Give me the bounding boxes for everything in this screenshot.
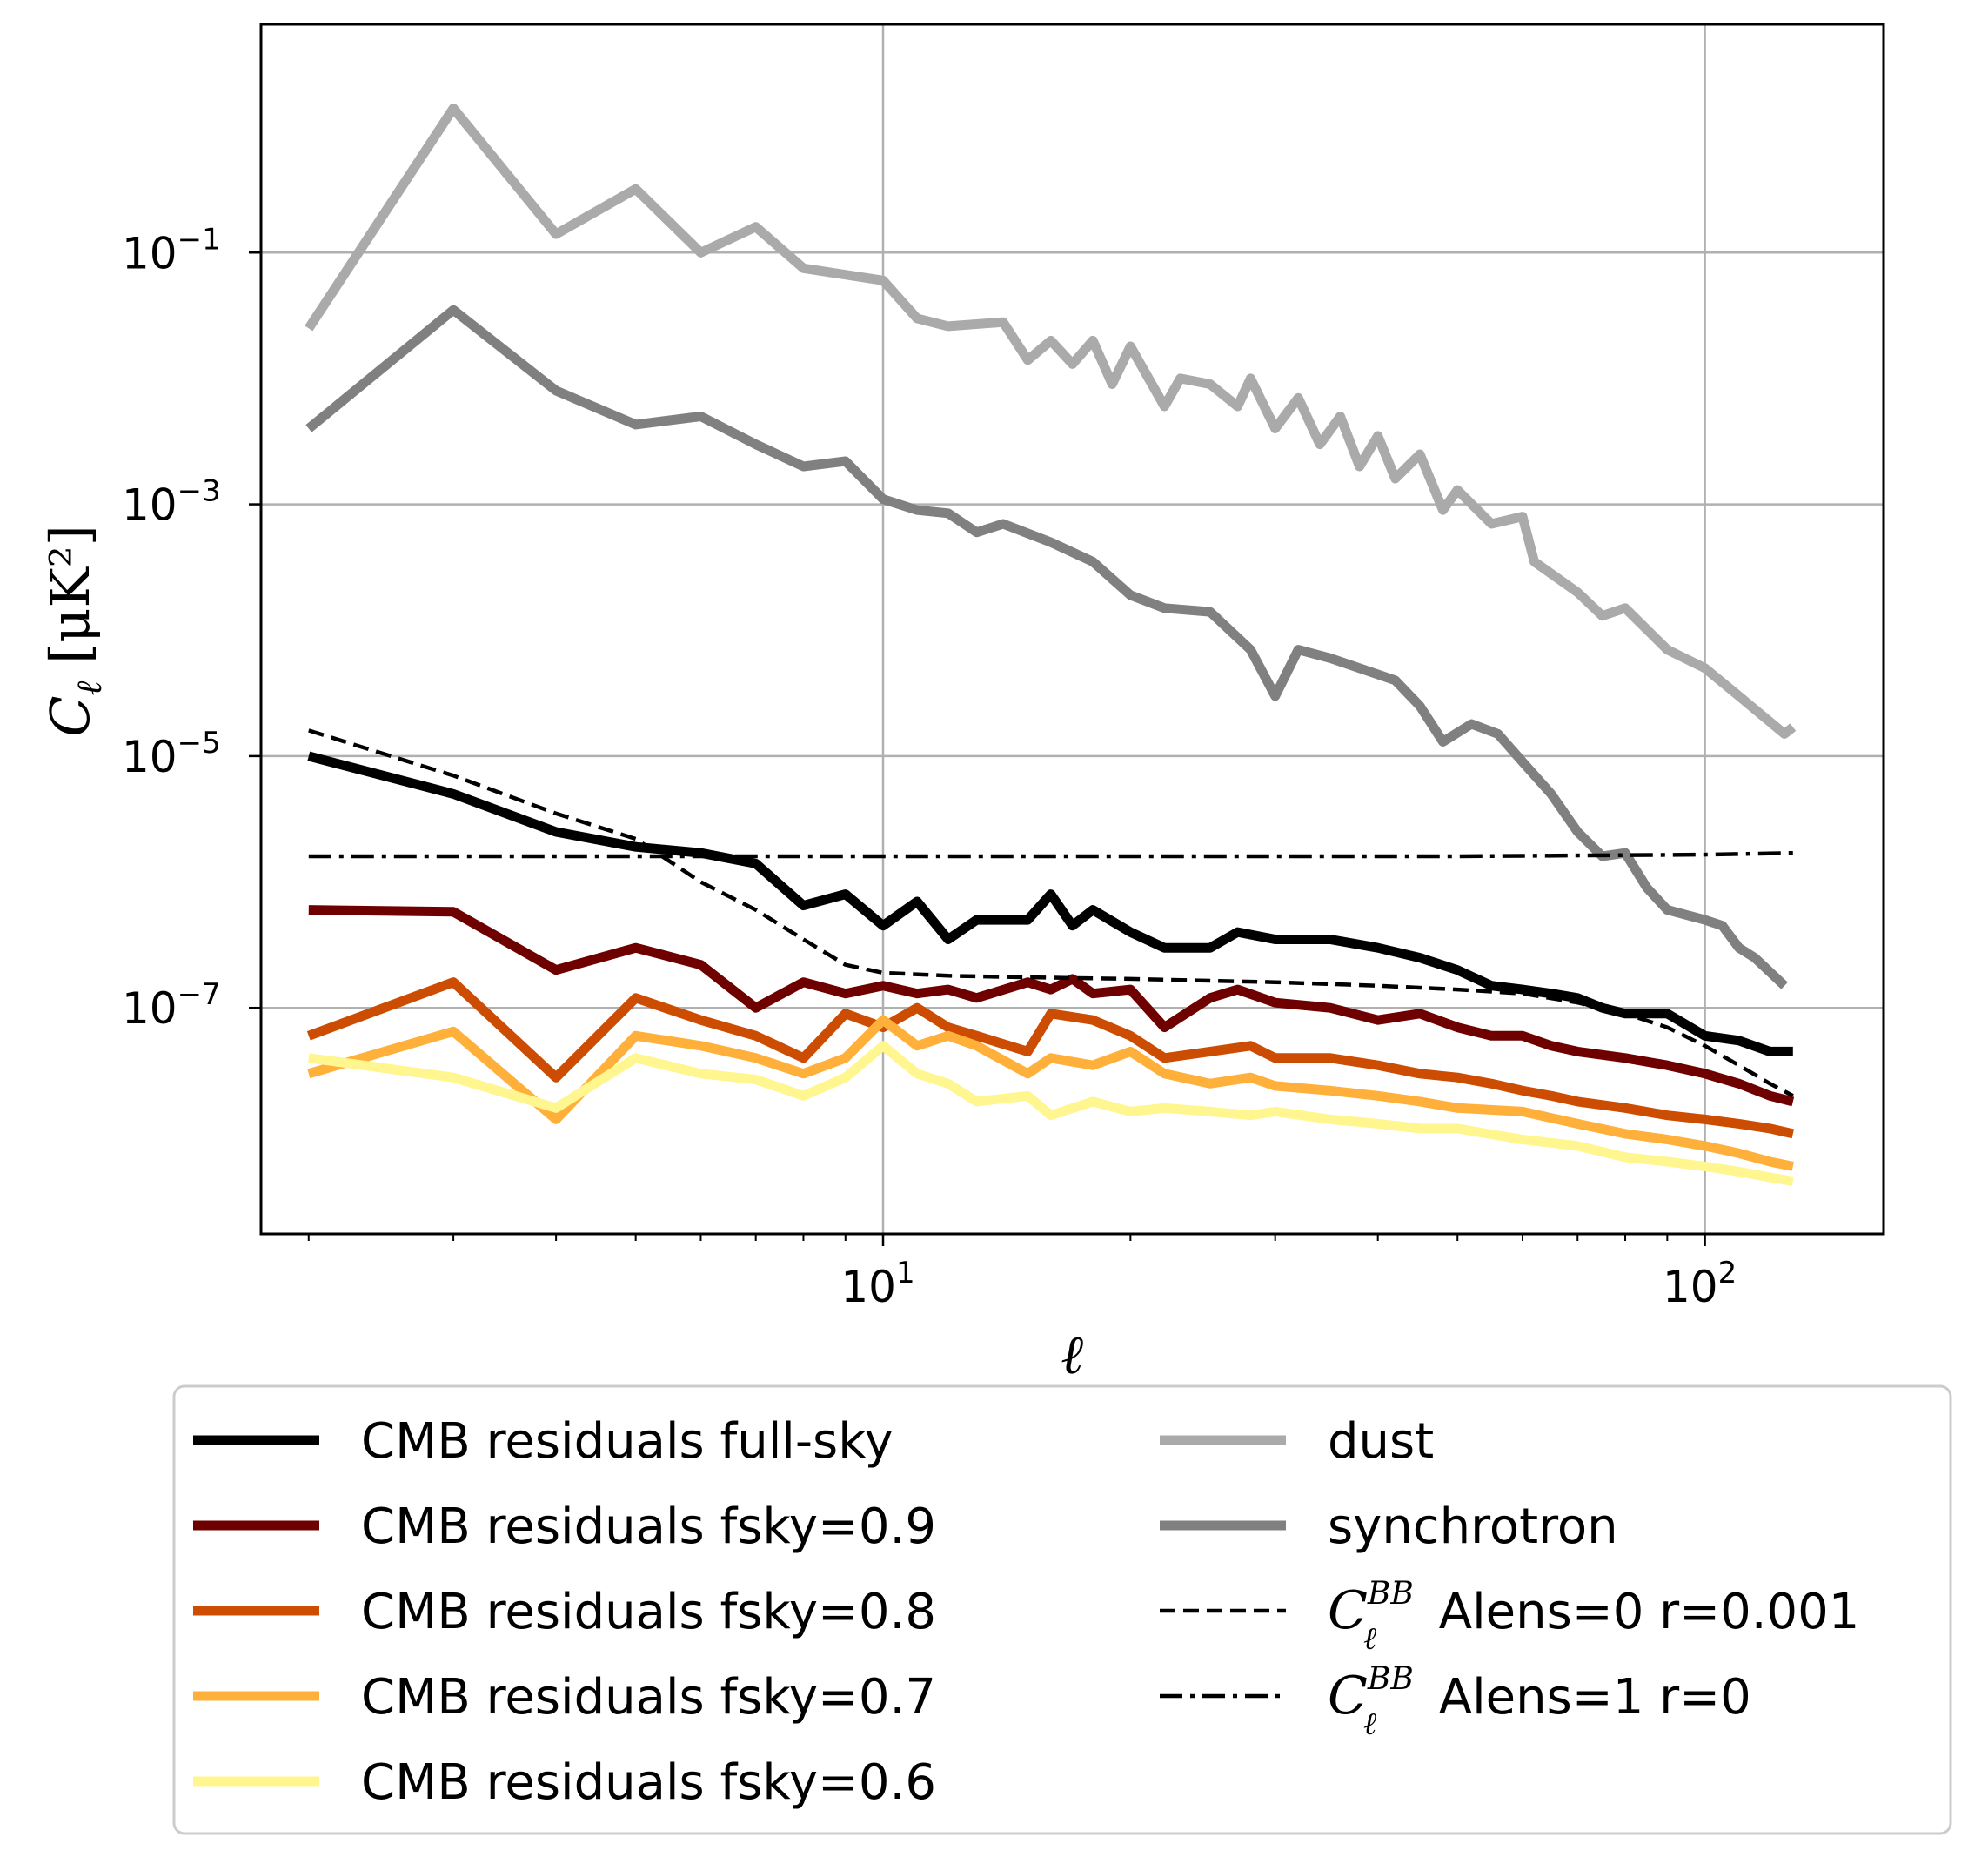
series-line-alens-0-r-0-001 (308, 728, 1794, 1098)
y-tick-label: 10−3 (122, 474, 221, 531)
series-line-cmb-residuals-fsky-0-8 (306, 977, 1795, 1139)
x-tick-exponent: 1 (896, 1256, 915, 1291)
series-layer (305, 104, 1797, 1186)
series-line-alens-1-r-0 (308, 850, 1793, 859)
x-tick-label: 101 (840, 1256, 914, 1312)
series-line-cmb-residuals-fsky-0-6 (308, 1041, 1794, 1186)
y-tick-base: 10 (122, 228, 177, 278)
legend-symbol: C (1328, 1666, 1368, 1726)
legend-label: dust (1328, 1413, 1434, 1470)
legend-subscript: ℓ (1363, 1621, 1376, 1657)
y-tick-base: 10 (122, 983, 177, 1034)
legend-label-text: Alens=0 r=0.001 (1423, 1584, 1859, 1640)
legend-label: synchrotron (1328, 1498, 1618, 1555)
series-line-dust (305, 104, 1797, 739)
legend-superscript: BB (1367, 1576, 1414, 1612)
legend-label-text: Alens=1 r=0 (1423, 1669, 1751, 1726)
y-tick-base: 10 (122, 480, 177, 531)
y-tick-label: 10−5 (122, 726, 221, 782)
series-line-cmb-residuals-fsky-0-7 (307, 1015, 1794, 1171)
legend-label: CMB residuals fsky=0.6 (361, 1754, 936, 1811)
legend-label: CMB residuals fsky=0.7 (361, 1669, 936, 1726)
plot-frame (259, 23, 1885, 1236)
y-axis-label: Cℓ [μK²] (38, 525, 110, 737)
legend-label: CMB residuals fsky=0.8 (361, 1584, 936, 1640)
legend-label: CBB ℓ Alens=0 r=0.001 (1328, 1576, 1859, 1657)
svg-text:Cℓ [μK²]: Cℓ [μK²] (38, 525, 110, 737)
y-tick-exponent: −1 (177, 222, 221, 257)
x-axis-label: ℓ (1061, 1323, 1083, 1386)
y-tick-exponent: −7 (177, 977, 221, 1012)
legend-label: CMB residuals fsky=0.9 (361, 1498, 936, 1555)
y-tick-exponent: −5 (177, 726, 221, 761)
y-label-symbol: C (38, 695, 102, 736)
series-line-synchrotron (305, 305, 1788, 989)
x-tick-exponent: 2 (1718, 1256, 1737, 1291)
y-tick-base: 10 (122, 732, 177, 782)
x-tick-base: 10 (840, 1262, 896, 1312)
legend: CMB residuals full-sky CMB residuals fsky… (172, 1384, 1952, 1835)
legend-subscript: ℓ (1363, 1706, 1376, 1742)
y-label-subscript: ℓ (70, 680, 110, 695)
legend-box (172, 1384, 1952, 1835)
legend-label: CBB ℓ Alens=1 r=0 (1328, 1661, 1751, 1742)
x-tick-label: 102 (1663, 1256, 1737, 1312)
y-label-units: [μK²] (38, 525, 102, 681)
x-tick-base: 10 (1663, 1262, 1718, 1312)
y-tick-exponent: −3 (177, 474, 221, 509)
legend-symbol: C (1328, 1580, 1368, 1641)
y-tick-label: 10−1 (122, 222, 221, 278)
y-tick-label: 10−7 (122, 977, 221, 1034)
series-line-cmb-residuals-fsky-0-9 (308, 905, 1795, 1107)
legend-label: CMB residuals full-sky (361, 1413, 894, 1470)
legend-superscript: BB (1367, 1661, 1414, 1697)
